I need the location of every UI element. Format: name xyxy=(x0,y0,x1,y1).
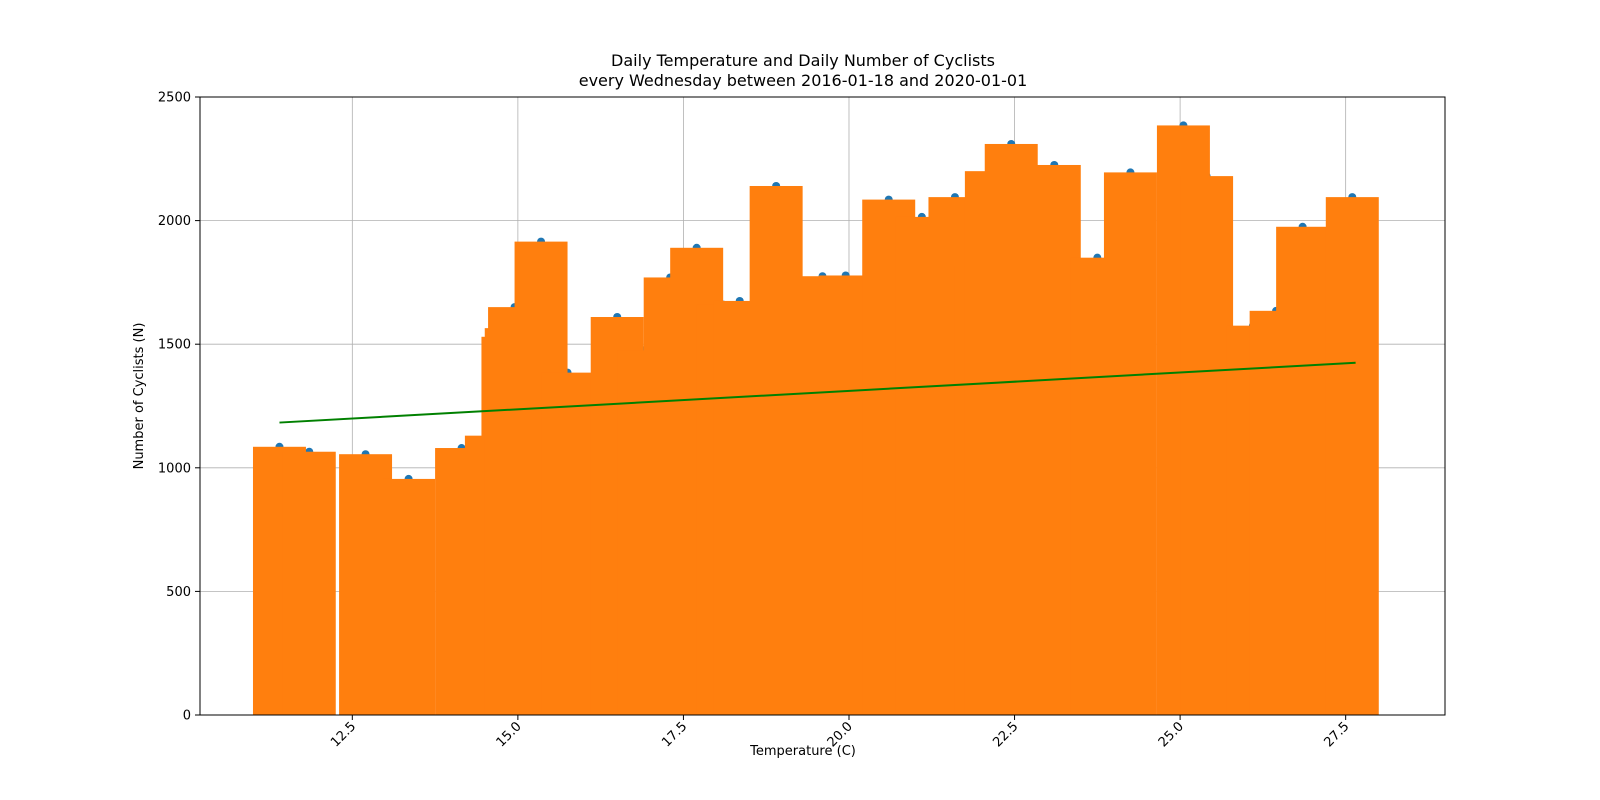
bar xyxy=(282,451,336,715)
bar xyxy=(1276,226,1330,715)
x-tick-label: 22.5 xyxy=(990,719,1021,750)
chart-title: Daily Temperature and Daily Number of Cy… xyxy=(611,51,995,70)
trend-line xyxy=(279,361,1356,424)
y-axis-ticks: 0 500 1000 1500 2000 2500 xyxy=(158,91,200,724)
y-axis-label: Number of Cyclists (N) xyxy=(132,323,147,470)
bar xyxy=(1103,172,1157,715)
plot-frame xyxy=(199,96,1446,716)
trend-layer xyxy=(279,361,1356,424)
bar xyxy=(1180,176,1234,715)
x-axis-label: Temperature (C) xyxy=(749,744,856,759)
y-tick-label: 2000 xyxy=(158,214,191,229)
y-tick-label: 500 xyxy=(166,585,191,600)
bar-layer xyxy=(252,125,1379,716)
x-tick-label: 17.5 xyxy=(659,719,690,750)
bar xyxy=(382,478,436,715)
bar xyxy=(749,185,803,715)
x-tick-label: 12.5 xyxy=(328,719,359,750)
y-tick-label: 1000 xyxy=(158,461,191,476)
bar xyxy=(1325,197,1379,716)
y-tick-label: 2500 xyxy=(158,91,191,106)
x-tick-label: 25.0 xyxy=(1156,719,1187,750)
x-tick-label: 27.5 xyxy=(1321,719,1352,750)
x-tick-label: 15.0 xyxy=(494,719,525,750)
y-tick-label: 1500 xyxy=(158,338,191,353)
y-tick-label: 0 xyxy=(183,709,191,724)
bar xyxy=(541,372,595,715)
chart-subtitle: every Wednesday between 2016-01-18 and 2… xyxy=(579,71,1028,90)
